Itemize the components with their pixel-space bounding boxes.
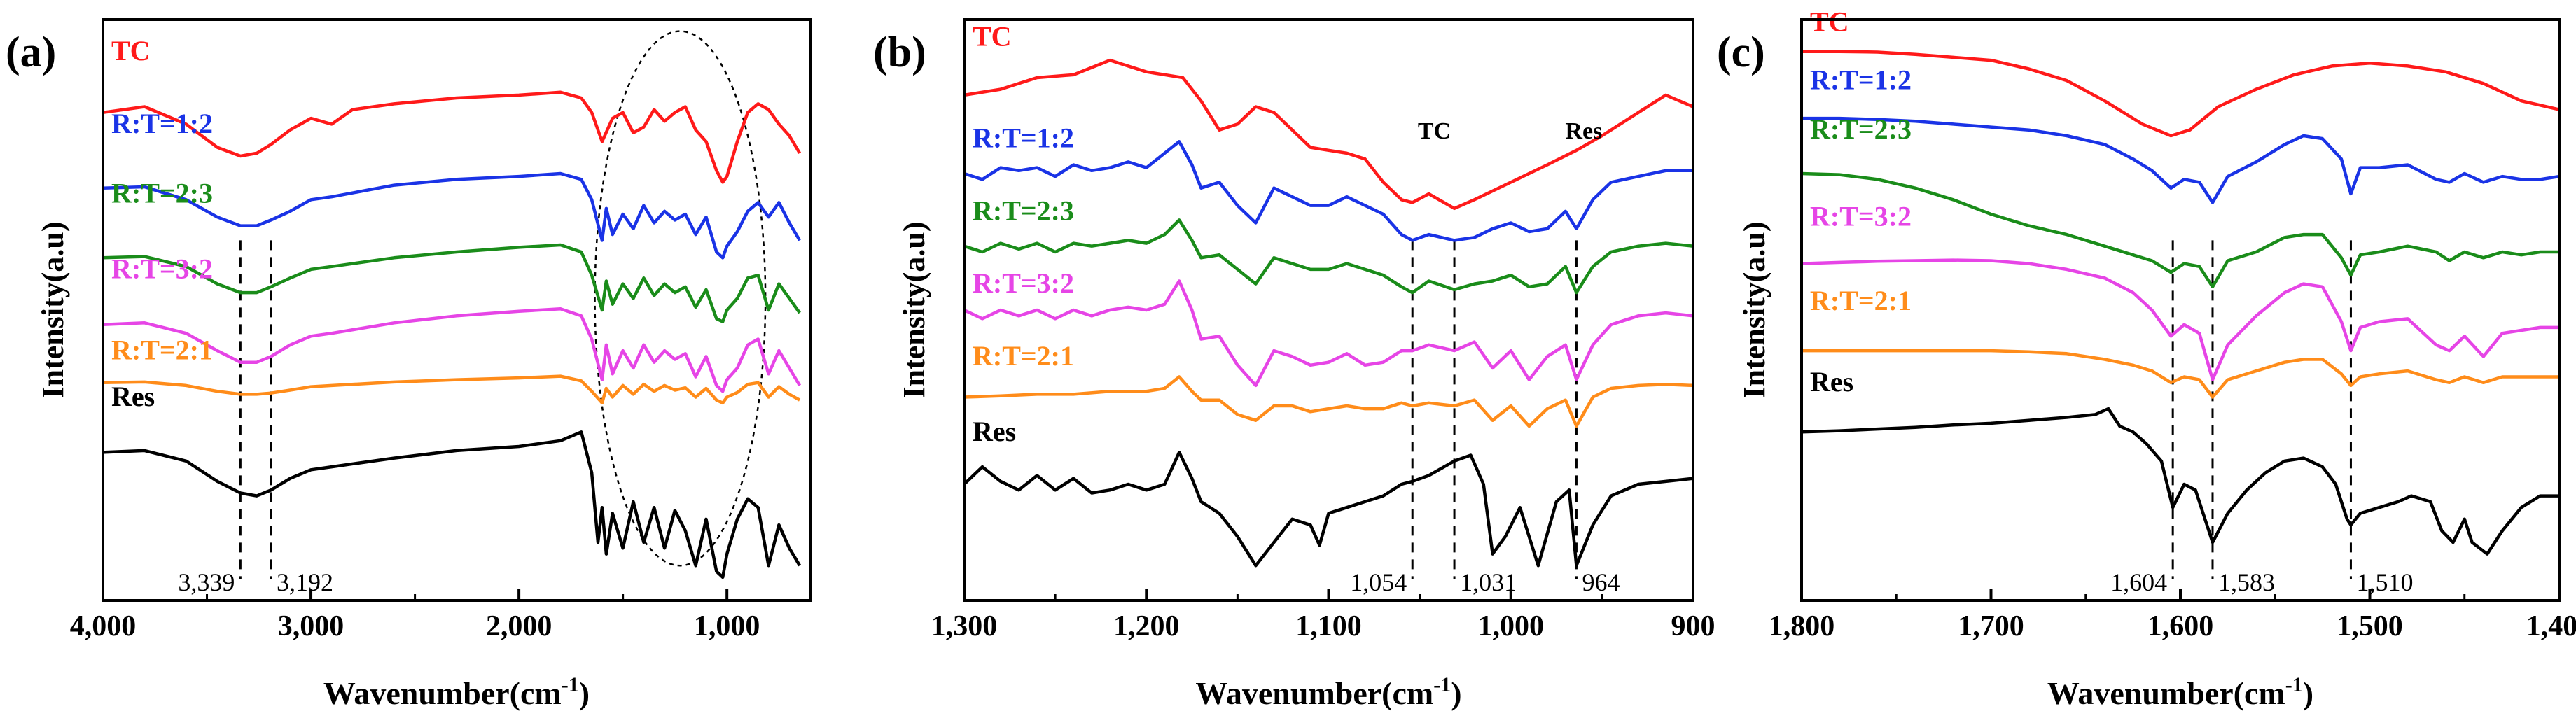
panel-a-legend-r-t-2-3: R:T=2:3 [111, 177, 213, 209]
panel-b-series-r-t-2-1 [963, 375, 1694, 428]
panel-c-peak-label-1-583: 1,583 [2218, 568, 2275, 596]
panel-c-label: (c) [1717, 29, 1765, 76]
panel-c-x-tick-label-1700: 1,700 [1958, 610, 2024, 642]
panel-c-series-r-t-2-3 [1801, 171, 2559, 289]
panel-a-legend-res: Res [111, 381, 155, 412]
panel-a-plot-frame [102, 18, 812, 602]
panel-b-x-tick-label-1300: 1,300 [931, 610, 998, 642]
panel-b-series-tc [963, 58, 1694, 211]
panel-a-series-tc [102, 90, 802, 184]
panel-b-legend-r-t-3-2: R:T=3:2 [973, 267, 1074, 299]
panel-a-y-axis-title: Intensity(a.u) [36, 221, 70, 398]
panel-c-x-tick-label-1400: 1,400 [2526, 610, 2576, 642]
panel-b-series-r-t-2-3 [963, 218, 1694, 295]
panel-c-peak-label-1-510: 1,510 [2356, 568, 2413, 596]
panel-b-x-axis-title: Wavenumber(cm-1) [1195, 673, 1461, 711]
panel-b-annotation-res: Res [1565, 118, 1602, 144]
panel-b-legend-res: Res [973, 416, 1016, 447]
panel-c-y-axis-title: Intensity(a.u) [1737, 221, 1771, 398]
panel-c-plot-frame [1800, 18, 2561, 602]
panel-a-x-tick-label-3000: 3,000 [278, 610, 344, 642]
panel-b-annotation-tc: TC [1418, 118, 1451, 144]
panel-c-legend-tc: TC [1810, 6, 1849, 38]
panel-b-series-r-t-1-2 [963, 140, 1693, 242]
panel-c-series-r-t-1-2 [1802, 116, 2560, 204]
panel-a-series-r-t-2-3 [102, 243, 801, 323]
panel-c-x-tick-label-1800: 1,800 [1769, 610, 1835, 642]
panel-b-peak-label-1-031: 1,031 [1460, 568, 1517, 596]
panel-c-series-r-t-3-2 [1801, 258, 2559, 381]
panel-c-legend-r-t-2-3: R:T=2:3 [1810, 113, 1912, 145]
panel-a-series-res [102, 430, 802, 579]
panel-b-x-tick-label-1100: 1,100 [1295, 610, 1362, 642]
panel-a-x-tick-label-4000: 4,000 [70, 610, 137, 642]
panel-a-series-r-t-2-1 [102, 374, 801, 405]
panel-b-legend-r-t-2-3: R:T=2:3 [973, 195, 1074, 226]
panel-c-x-axis-title: Wavenumber(cm-1) [2047, 673, 2313, 711]
panel-b-legend-tc: TC [973, 20, 1012, 52]
panel-a-series-r-t-3-2 [102, 307, 802, 393]
panel-b-series-res [963, 451, 1694, 568]
panel-b-legend-r-t-1-2: R:T=1:2 [973, 122, 1074, 154]
panel-b: (b) TC R:T=1:2 R:T=2:3 R:T=3:2 R:T=2:1 Res TC Re… [873, 18, 1715, 711]
panel-c-x-tick-label-1600: 1,600 [2147, 610, 2214, 642]
panel-a-label: (a) [6, 29, 56, 76]
panel-a-x-axis-title: Wavenumber(cm-1) [323, 673, 590, 711]
panel-c-x-tick-label-1500: 1,500 [2337, 610, 2403, 642]
panel-c-legend-res: Res [1810, 366, 1853, 397]
panel-a-legend-r-t-1-2: R:T=1:2 [111, 108, 213, 139]
panel-a-legend-r-t-3-2: R:T=3:2 [111, 253, 213, 284]
panel-c-series-r-t-2-1 [1802, 349, 2559, 399]
panel-b-x-tick-label-1000: 1,000 [1478, 610, 1545, 642]
panel-a-x-tick-label-1000: 1,000 [694, 610, 760, 642]
panel-a-x-tick-label-2000: 2,000 [486, 610, 552, 642]
panel-a-peak-label-3-192: 3,192 [277, 568, 333, 596]
panel-c-legend-r-t-1-2: R:T=1:2 [1810, 64, 1912, 96]
panel-a-legend-r-t-2-1: R:T=2:1 [111, 335, 213, 366]
panel-b-x-tick-label-1200: 1,200 [1113, 610, 1180, 642]
panel-c-legend-r-t-2-1: R:T=2:1 [1810, 285, 1912, 316]
panel-a-series-r-t-1-2 [102, 171, 802, 260]
panel-c-series-res [1801, 407, 2559, 556]
panel-c-legend-r-t-3-2: R:T=3:2 [1810, 201, 1912, 232]
panel-b-x-tick-label-900: 900 [1671, 610, 1715, 642]
panel-b-series-r-t-3-2 [963, 279, 1694, 388]
panel-b-peak-label-964: 964 [1582, 568, 1620, 596]
panel-b-peak-label-1-054: 1,054 [1350, 568, 1407, 596]
panel-c: (c) TC R:T=1:2 R:T=2:3 R:T=3:2 R:T=2:1 Res 1,60… [1717, 6, 2576, 711]
panel-b-legend-r-t-2-1: R:T=2:1 [973, 340, 1074, 372]
panel-a-legend-tc: TC [111, 35, 151, 66]
panel-c-peak-label-1-604: 1,604 [2110, 568, 2167, 596]
panel-c-series-tc [1802, 50, 2560, 138]
panel-b-label: (b) [873, 29, 926, 76]
panel-a-peak-label-3-339: 3,339 [178, 568, 235, 596]
panel-b-y-axis-title: Intensity(a.u) [897, 221, 931, 398]
panel-a: (a) TC R:T=1:2 R:T=2:3 R:T=3:2 R:T=2:1 Res 3,33… [6, 18, 812, 711]
